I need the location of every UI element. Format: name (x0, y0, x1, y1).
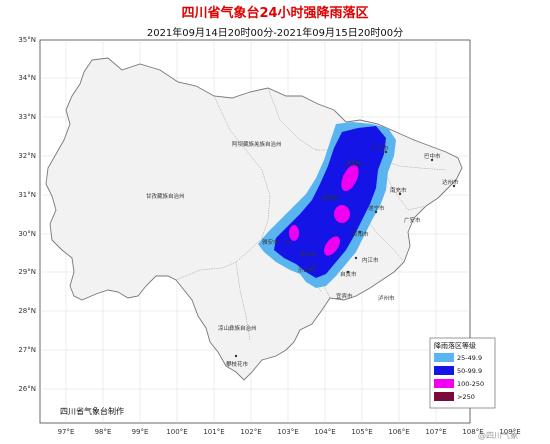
label-neijiang: 内江市 (362, 256, 379, 264)
lat-label: 26°N (18, 385, 36, 393)
lat-label: 29°N (18, 268, 36, 276)
watermark: @四川气象 (478, 430, 518, 440)
legend-label: 100-250 (457, 380, 484, 388)
legend-label: >250 (457, 393, 475, 401)
label-yibin: 宜宾市 (336, 292, 353, 300)
lat-label: 27°N (18, 346, 36, 354)
credit-text: 四川省气象台制作 (60, 406, 124, 416)
legend-swatch (434, 392, 454, 401)
city-markers (234, 150, 456, 358)
lon-label: 109°E (499, 428, 520, 436)
label-panzhihua: 攀枝花市 (226, 360, 249, 368)
lon-label: 102°E (240, 428, 261, 436)
label-zigong: 自贡市 (340, 270, 357, 278)
lat-label: 30°N (18, 230, 36, 238)
lon-label: 103°E (277, 428, 298, 436)
label-meishan: 眉山市 (300, 250, 317, 258)
rain-core-north (341, 164, 359, 192)
map-title: 四川省气象台24小时强降雨落区 (181, 6, 369, 21)
legend-swatch (434, 379, 454, 388)
lon-label: 107°E (425, 428, 446, 436)
lat-label: 31°N (18, 191, 36, 199)
lat-label: 33°N (18, 113, 36, 121)
legend: 降雨落区等级 25-49.9 50-99.9 100-250 >250 (429, 337, 496, 409)
legend-label: 25-49.9 (457, 354, 482, 362)
label-liangshan: 凉山彝族自治州 (218, 324, 257, 332)
lon-label: 97°E (58, 428, 75, 436)
lon-label: 105°E (351, 428, 372, 436)
rain-zone-100-250 (289, 164, 359, 256)
legend-swatch (434, 366, 454, 375)
rain-core-central (334, 205, 350, 223)
label-luzhou: 泸州市 (378, 294, 395, 302)
rain-zone-50-99 (274, 126, 386, 278)
rain-core-south (324, 236, 340, 256)
lon-label: 99°E (132, 428, 149, 436)
lon-label: 108°E (462, 428, 483, 436)
lat-label: 34°N (18, 74, 36, 82)
label-guangan: 广安市 (404, 216, 421, 224)
label-nanchong: 南充市 (390, 186, 407, 194)
lon-label: 98°E (95, 428, 112, 436)
map-subtitle: 2021年09月14日20时00分-2021年09月15日20时00分 (146, 28, 404, 39)
label-aba: 阿坝藏族羌族自治州 (232, 140, 282, 148)
label-leshan: 乐山市 (298, 266, 315, 274)
legend-swatch (434, 353, 454, 362)
label-bazhong: 巴中市 (424, 152, 441, 160)
rain-core-west (289, 225, 299, 241)
label-ganzi: 甘孜藏族自治州 (146, 192, 185, 200)
lat-label: 35°N (18, 36, 36, 44)
label-suining: 遂宁市 (368, 204, 385, 212)
lon-label: 100°E (166, 428, 187, 436)
label-dazhou: 达州市 (442, 178, 459, 186)
label-mianyang: 绵阳市 (346, 160, 363, 168)
label-deyang: 德阳市 (322, 194, 339, 202)
lat-label: 28°N (18, 307, 36, 315)
legend-label: 50-99.9 (457, 367, 482, 375)
lat-label: 32°N (18, 152, 36, 160)
lon-label: 101°E (203, 428, 224, 436)
label-guangyuan: 广元市 (372, 144, 389, 152)
label-ziyang: 资阳市 (352, 230, 369, 238)
lon-label: 106°E (388, 428, 409, 436)
legend-title: 降雨落区等级 (434, 341, 476, 350)
label-yaan: 雅安市 (262, 238, 279, 246)
lon-label: 104°E (314, 428, 335, 436)
